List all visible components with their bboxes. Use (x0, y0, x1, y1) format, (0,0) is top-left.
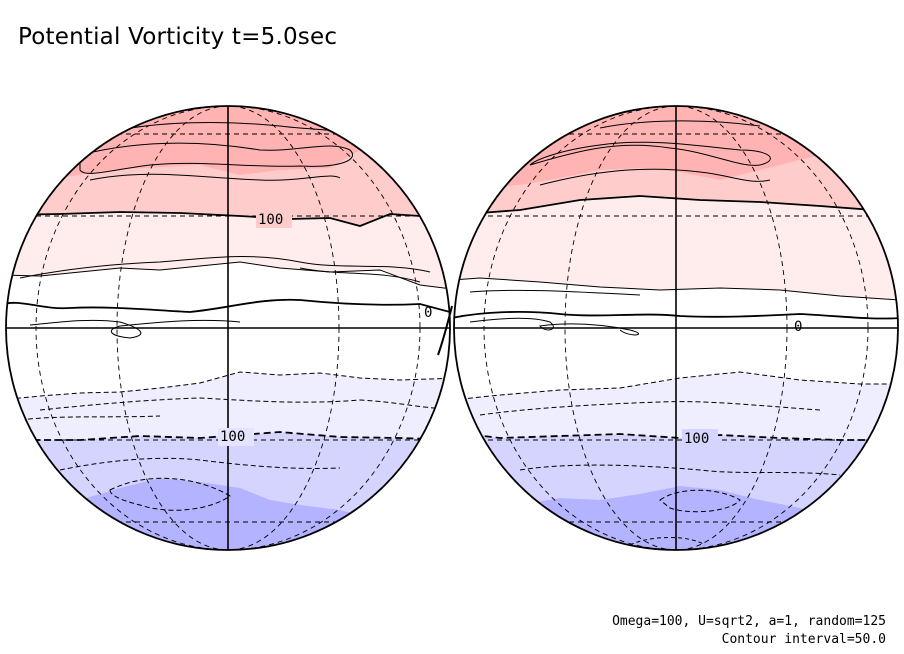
right-contour-plus100 (454, 195, 898, 216)
left-globe-outline (5, 105, 451, 551)
left-label-minus100: 100 (220, 429, 245, 445)
parameters-note: Omega=100, U=sqrt2, a=1, random=125 (612, 614, 886, 629)
right-label-minus100: 100 (684, 431, 709, 447)
boundary-contour-wiggle (437, 305, 453, 356)
band-pv-50-100 (6, 212, 450, 290)
right-contour-zero (454, 311, 898, 320)
contour-interval-note: Contour interval=50.0 (721, 632, 886, 647)
left-contour-minus100 (6, 431, 450, 441)
left-label-zero: 0 (424, 305, 432, 321)
plot-title: Potential Vorticity t=5.0sec (18, 24, 338, 50)
right-contour-zero-wiggle (469, 317, 639, 336)
left-contour-zero (6, 298, 450, 313)
right-contour-minus100 (454, 431, 898, 441)
right-globe-outline (453, 105, 899, 551)
band-pv-above-150-edge (6, 106, 450, 180)
right-label-bg-minus100 (682, 429, 718, 447)
left-globe: 100 0 100 (5, 105, 451, 551)
left-contours (6, 122, 450, 511)
left-label-bg-minus100 (218, 428, 254, 446)
right-globe: 0 100 (453, 105, 899, 551)
left-contour-zero-wiggle (29, 319, 241, 339)
right-contours (454, 120, 898, 546)
left-globe-bands (6, 106, 450, 550)
band-pv-minus-50-minus-100 (6, 372, 450, 440)
right-label-zero: 0 (794, 319, 802, 335)
left-label-bg-plus100 (256, 210, 292, 228)
left-label-plus100: 100 (258, 212, 283, 228)
